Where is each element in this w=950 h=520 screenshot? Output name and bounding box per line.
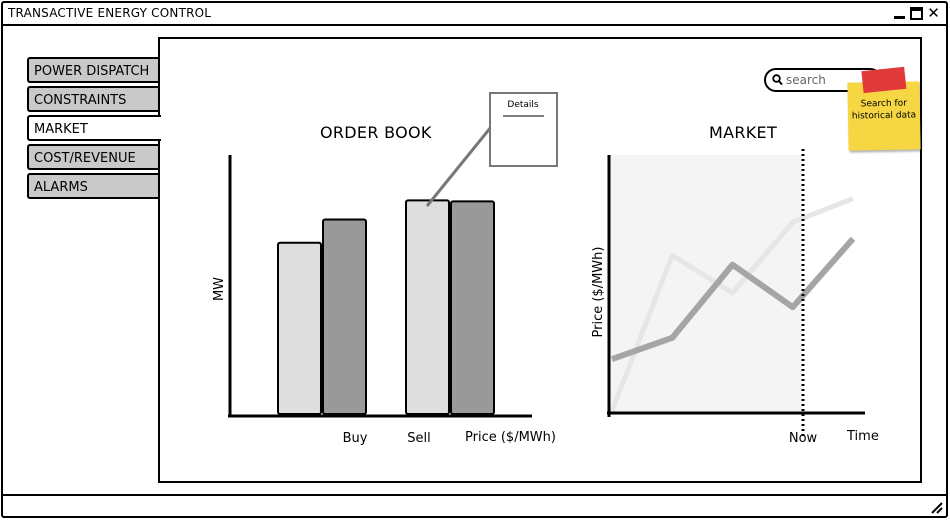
- now-marker-label: Now: [789, 431, 818, 446]
- order-book-chart: MW Price ($/MWh) Buy Sell Details: [212, 92, 558, 446]
- tab-alarms[interactable]: ALARMS: [27, 173, 160, 199]
- order-book-title: ORDER BOOK: [320, 123, 432, 142]
- details-callout-box[interactable]: [489, 92, 558, 167]
- resize-handle-icon[interactable]: [929, 500, 943, 514]
- window-title: TRANSACTIVE ENERGY CONTROL: [8, 6, 212, 20]
- search-input[interactable]: [786, 72, 866, 88]
- market-line-series-2: [609, 196, 854, 412]
- market-chart: Price ($/MWh) Now Time: [591, 149, 879, 446]
- bar-sell-series-2[interactable]: [450, 200, 495, 415]
- sticky-note: Search for historical data: [847, 66, 921, 151]
- category-label-sell: Sell: [407, 431, 430, 446]
- details-callout-label: Details: [507, 100, 539, 110]
- bar-buy-series-2[interactable]: [322, 218, 367, 415]
- status-bar: [3, 494, 946, 516]
- market-history-area: [610, 155, 802, 415]
- minimize-icon[interactable]: [893, 7, 906, 20]
- order-book-bars: [277, 199, 495, 415]
- market-panel: ORDER BOOK MARKET MW Price ($/MWh) Buy S…: [158, 37, 922, 483]
- side-tabs: POWER DISPATCH CONSTRAINTS MARKET COST/R…: [27, 57, 161, 202]
- close-icon[interactable]: ✕: [927, 4, 940, 22]
- category-label-buy: Buy: [343, 431, 368, 446]
- title-bar: TRANSACTIVE ENERGY CONTROL ✕: [3, 3, 946, 26]
- tab-power-dispatch[interactable]: POWER DISPATCH: [27, 57, 160, 83]
- market-title: MARKET: [709, 123, 778, 142]
- market-lines: [609, 196, 856, 412]
- sticky-note-text: Search for historical data: [851, 98, 917, 122]
- tab-cost-revenue[interactable]: COST/REVENUE: [27, 144, 160, 170]
- order-book-y-label: MW: [212, 277, 227, 301]
- order-book-x-label: Price ($/MWh): [465, 430, 556, 445]
- tab-market[interactable]: MARKET: [27, 115, 161, 141]
- maximize-icon[interactable]: [910, 7, 923, 20]
- search-icon: [772, 74, 783, 86]
- bar-sell-series-1[interactable]: [405, 199, 450, 415]
- market-line-series-1: [611, 236, 856, 362]
- bar-buy-series-1[interactable]: [277, 241, 322, 415]
- market-x-label: Time: [846, 429, 879, 444]
- window-controls: ✕: [893, 4, 940, 22]
- charts-canvas: MW Price ($/MWh) Buy Sell Details Price …: [212, 92, 879, 446]
- tab-constraints[interactable]: CONSTRAINTS: [27, 86, 160, 112]
- market-y-label: Price ($/MWh): [591, 247, 606, 338]
- sticky-tape: [861, 66, 907, 94]
- details-callout-line: [425, 126, 493, 207]
